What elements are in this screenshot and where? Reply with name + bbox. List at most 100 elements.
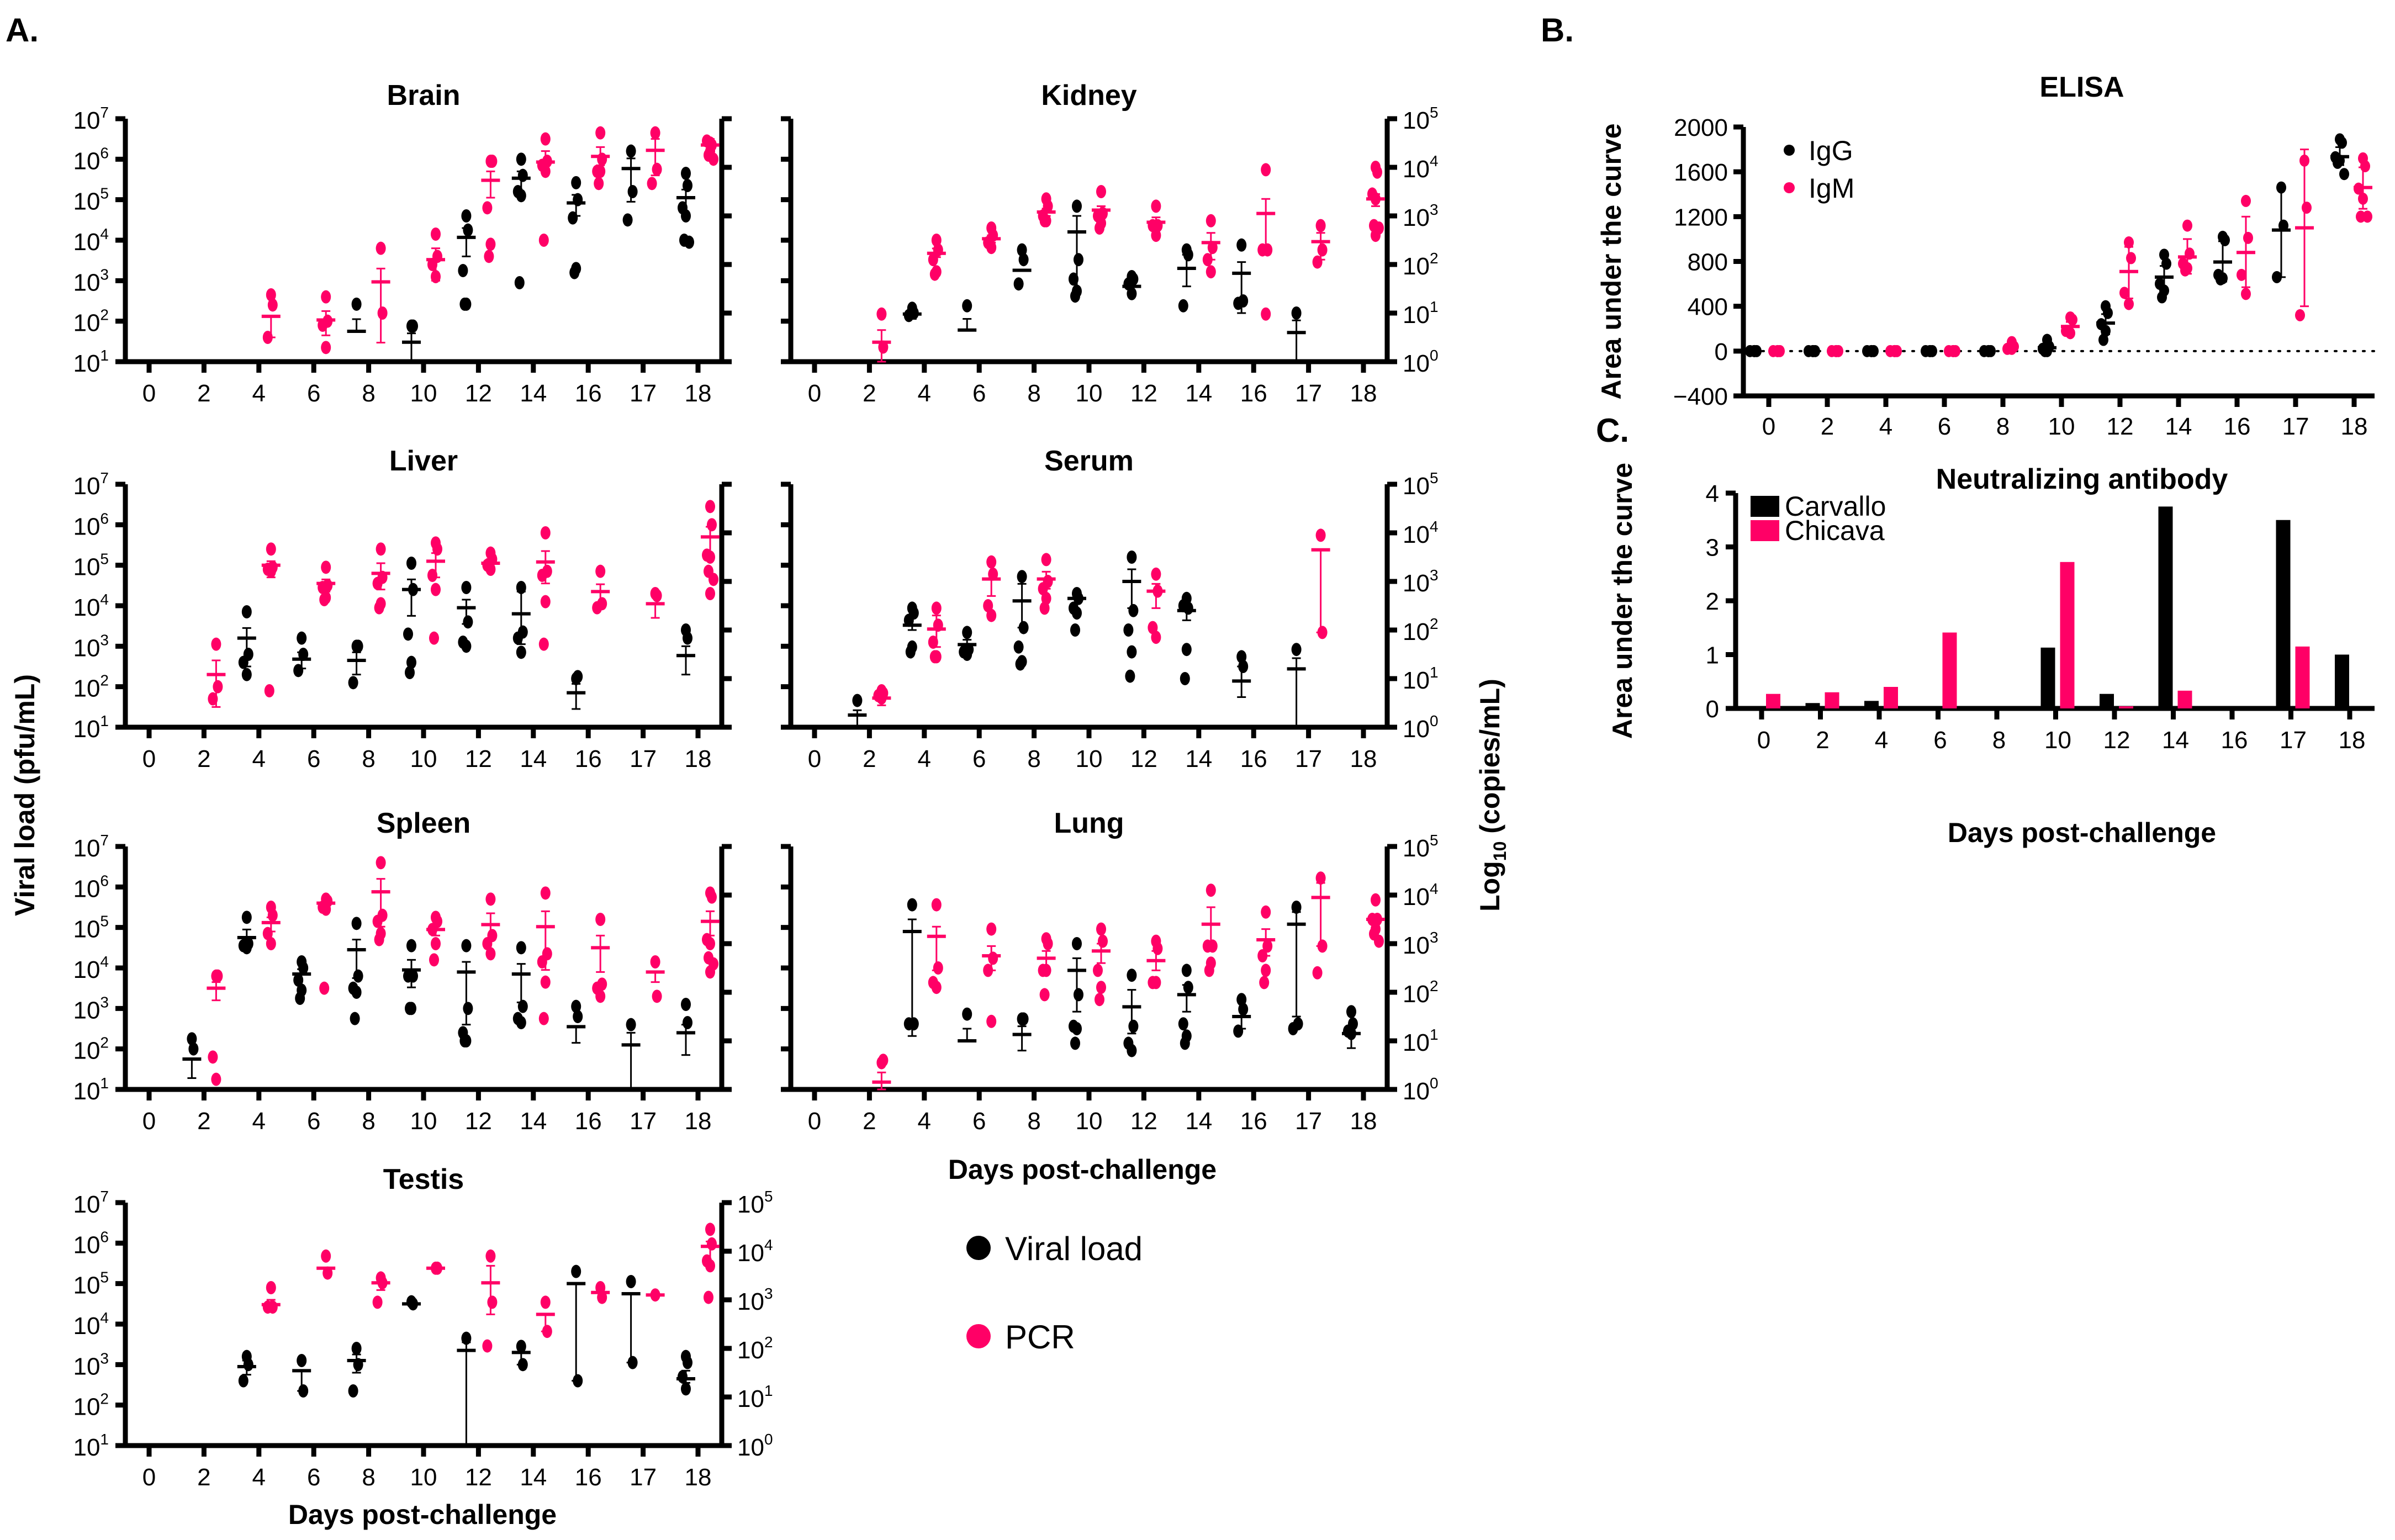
left-y-tick-label-base: 10 <box>73 1353 100 1380</box>
left-y-tick-label: 103 <box>73 631 109 661</box>
data-point <box>319 981 330 995</box>
data-point <box>517 999 528 1013</box>
data-point <box>540 1295 551 1309</box>
x-tick-label: 6 <box>307 745 320 772</box>
data-point <box>1346 1026 1356 1040</box>
right-y-tick-label: 100 <box>1403 712 1439 743</box>
data-point <box>208 692 218 706</box>
data-point <box>266 288 276 301</box>
right-y-tick-label: 101 <box>1403 664 1439 694</box>
data-point <box>2272 271 2282 283</box>
y-tick-label: 1200 <box>1674 204 1728 231</box>
data-point <box>1013 640 1024 654</box>
data-point <box>372 914 383 928</box>
data-point <box>540 165 551 178</box>
right-y-tick-label-base: 10 <box>1403 618 1430 645</box>
x-tick-label: 10 <box>2048 413 2075 440</box>
x-tick-label: 18 <box>1350 1108 1377 1135</box>
data-point <box>516 581 526 594</box>
left-y-tick-label-base: 10 <box>73 875 100 902</box>
data-point <box>2124 236 2134 249</box>
x-tick-label: 16 <box>575 1108 602 1135</box>
data-point <box>1236 238 1247 252</box>
y-tick-label: 4 <box>1706 480 1719 507</box>
x-tick-label: 8 <box>362 380 375 407</box>
data-point <box>406 557 416 570</box>
x-tick-label: 4 <box>1875 727 1888 754</box>
data-point <box>2161 257 2171 270</box>
data-point <box>461 209 472 223</box>
x-tick-label: 4 <box>918 1108 931 1135</box>
right-y-tick-label: 100 <box>1403 347 1439 377</box>
x-tick-label: 2 <box>1821 413 1834 440</box>
data-point <box>1072 1022 1082 1035</box>
x-tick-label: 12 <box>2107 413 2134 440</box>
data-point <box>297 1354 307 1367</box>
data-point <box>1180 1036 1190 1050</box>
right-y-tick-label-base: 10 <box>737 1434 764 1461</box>
data-point <box>266 564 276 578</box>
data-point <box>1151 567 1161 581</box>
data-point <box>1098 934 1108 948</box>
left-y-tick-label-base: 10 <box>73 916 100 943</box>
data-point <box>322 1266 333 1280</box>
data-point <box>1984 345 1994 357</box>
x-tick-label: 16 <box>1240 1108 1267 1135</box>
data-point <box>2354 182 2364 195</box>
left-y-tick-label: 104 <box>73 953 109 983</box>
data-point <box>1151 199 1161 213</box>
data-point <box>1233 1024 1244 1038</box>
data-point <box>405 1002 415 1015</box>
data-point <box>627 1356 638 1369</box>
legend-igm-marker <box>1784 182 1795 193</box>
data-point <box>1259 976 1270 989</box>
panel-title: Testis <box>383 1163 464 1195</box>
x-tick-label: 18 <box>1350 745 1377 772</box>
data-point <box>293 973 304 987</box>
data-point <box>1181 964 1192 977</box>
data-point <box>321 341 331 354</box>
data-point <box>431 937 441 950</box>
data-point <box>1291 643 1302 657</box>
data-point <box>986 241 997 255</box>
data-point <box>2237 268 2246 281</box>
data-point <box>1152 584 1163 598</box>
data-point <box>1867 345 1876 357</box>
data-point <box>1315 219 1326 232</box>
data-point <box>931 981 942 994</box>
left-y-tick-label-base: 10 <box>73 147 100 174</box>
x-tick-label: 16 <box>1240 380 1267 407</box>
left-y-tick-label-exp: 5 <box>100 913 109 930</box>
data-point <box>348 676 358 690</box>
x-tick-label: 10 <box>1076 1108 1103 1135</box>
left-y-tick-label-base: 10 <box>73 1078 100 1105</box>
data-point <box>351 297 362 311</box>
x-tick-label: 14 <box>520 380 547 407</box>
right-y-tick-label: 105 <box>1403 832 1439 862</box>
data-point <box>463 223 473 237</box>
data-point <box>517 168 528 182</box>
data-point <box>707 890 717 904</box>
data-point <box>1095 993 1104 1007</box>
data-point <box>627 185 638 198</box>
data-point <box>2333 156 2343 169</box>
x-tick-label: 4 <box>252 1464 266 1491</box>
data-point <box>1127 645 1137 659</box>
data-point <box>2040 345 2050 357</box>
series-carvallo <box>1805 506 2349 708</box>
x-tick-label: 17 <box>630 380 657 407</box>
data-point <box>405 666 415 679</box>
data-point <box>1181 643 1192 657</box>
data-point <box>463 1002 473 1015</box>
right-y-tick-label-base: 10 <box>737 1288 764 1315</box>
data-point <box>1041 964 1051 977</box>
x-tick-label: 4 <box>918 745 931 772</box>
data-point <box>573 1374 583 1388</box>
data-point <box>377 1276 388 1290</box>
left-y-axis-title: Viral load (pfu/mL) <box>9 674 40 916</box>
data-point <box>459 1034 470 1047</box>
data-point <box>626 1018 636 1031</box>
right-y-tick-label-exp: 5 <box>764 1188 773 1205</box>
legend-pcr-marker <box>966 1324 991 1348</box>
data-point <box>267 298 278 312</box>
